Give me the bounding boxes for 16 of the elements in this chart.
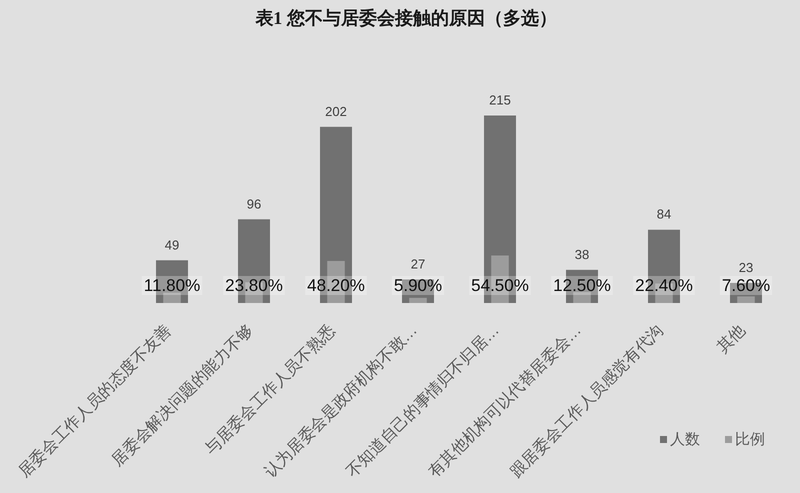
data-label: 23.80% bbox=[225, 276, 283, 295]
data-label: 84 bbox=[656, 206, 672, 222]
data-label: 38 bbox=[574, 246, 590, 262]
chart-title: 表1 您不与居委会接触的原因（多选） bbox=[254, 8, 557, 28]
data-label: 23 bbox=[738, 260, 754, 275]
data-label: 27 bbox=[410, 256, 426, 272]
x-tick-label: 其他 bbox=[713, 321, 749, 356]
data-label: 48.20% bbox=[307, 276, 365, 295]
data-label: 202 bbox=[325, 104, 347, 119]
legend-label: 人数 bbox=[670, 431, 700, 448]
legend-label: 比例 bbox=[735, 431, 765, 448]
data-label: 96 bbox=[246, 196, 262, 212]
data-label: 215 bbox=[489, 92, 511, 108]
data-label: 54.50% bbox=[471, 276, 529, 295]
data-label: 22.40% bbox=[635, 276, 693, 295]
data-label: 49 bbox=[164, 237, 180, 252]
